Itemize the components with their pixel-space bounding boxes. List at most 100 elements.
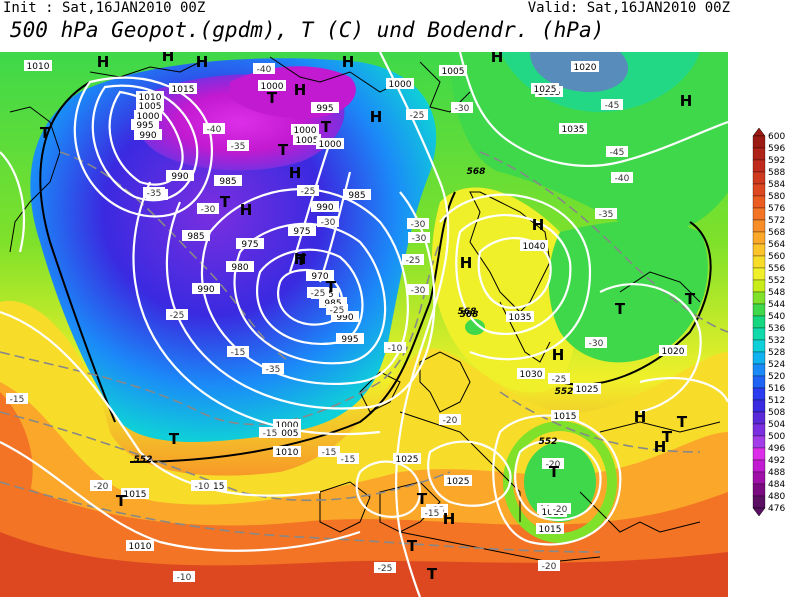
temperature-label-box [173,571,195,582]
colorbar-level-label: 592 [768,156,785,166]
pressure-label-box [121,488,149,499]
pressure-label: 985 [187,232,204,242]
pressure-label-box [559,123,587,134]
colorbar-level-label: 568 [768,228,785,238]
colorbar-cell [752,399,766,413]
high-pressure-marker: H [240,201,253,219]
pressure-label-box [659,345,687,356]
pressure-label-box [573,383,601,394]
colorbar-cell [752,243,766,257]
temperature-label-box [262,363,284,374]
pressure-label: 995 [316,104,333,114]
pressure-label-box [316,138,344,149]
low-pressure-marker: T [220,193,231,211]
colorbar-cell [752,315,766,329]
isobars [0,52,728,597]
temperature-label-box [6,393,28,404]
high-pressure-marker: H [654,438,667,456]
temperature-label: -25 [406,256,421,266]
colorbar-cell [752,267,766,281]
pressure-label: 995 [341,335,358,345]
colorbar-level-label: 524 [768,360,785,370]
coastlines [9,56,721,563]
small-green-blob [465,319,485,335]
temperature-label: -35 [599,210,614,220]
colorbar-cell [752,291,766,305]
temperature-label: -20 [553,505,568,515]
colorbar-level-label: 512 [768,396,785,406]
colorbar-cells [752,128,766,517]
contour-552-south [129,191,456,463]
temperature-label: -15 [10,395,25,405]
temperature-label: -25 [311,289,326,299]
pressure-label-box [131,119,159,130]
colorbar-level-label: 600 [768,132,785,142]
pressure-label: 1005 [442,67,465,77]
pressure-label: 1035 [562,125,585,135]
colorbar-cell [752,447,766,461]
pressure-label-box [236,238,264,249]
temperature-label-box [143,187,165,198]
pressure-label-box [182,230,210,241]
pressure-label: 1035 [509,313,532,323]
low-pressure-marker: T [407,537,418,555]
pressure-label-box [126,540,154,551]
colorbar-level-label: 508 [768,408,785,418]
pressure-label: 1015 [172,85,195,95]
temperature-label-box [601,99,623,110]
pressure-label: 1000 [389,80,412,90]
pressure-label: 1010 [129,542,152,552]
pressure-label-box [571,61,599,72]
pressure-label-box [319,297,347,308]
colorbar-level-label: 584 [768,180,785,190]
colorbar-cell [752,339,766,353]
temperature-label: -20 [94,482,109,492]
high-pressure-marker: H [196,53,209,71]
cutoff-low-ring [503,421,617,543]
colorbar-level-label: 520 [768,372,785,382]
colorbar-level-label: 516 [768,384,785,394]
temperature-label-box [318,446,340,457]
colorbar-level-label: 532 [768,336,785,346]
high-pressure-marker: H [680,92,693,110]
pressure-label-box [136,100,164,111]
pressure-label-box [166,170,194,181]
atlantic-warm [0,392,33,532]
low-pressure-marker: T [321,118,332,136]
colorbar-cell [752,471,766,485]
temperature-label-box [197,203,219,214]
colorbar-labels: 600 596 592 588 584 580 576 572 568 564 560 556 552 5… [768,132,785,514]
colorbar-cell [752,171,766,185]
temperature-label-box [606,146,628,157]
colorbar-cell [752,411,766,425]
pressure-label: 990 [336,313,353,323]
colorbar-level-label: 536 [768,324,785,334]
colorbar-cell [752,363,766,377]
colorbar-cell [752,255,766,269]
pressure-label: 1010 [139,93,162,103]
pressure-label-box [551,410,579,421]
high-pressure-marker: H [634,408,647,426]
valid-time-label: Valid: Sat,16JAN2010 00Z [527,0,730,16]
temperature-label: -30 [201,205,216,215]
colorbar-cell [752,483,766,497]
temperature-label: -45 [605,101,620,111]
low-pressure-marker: T [417,490,428,508]
height-contour-label: 552 [539,437,558,447]
pressure-label: 1025 [576,385,599,395]
high-pressure-marker: H [294,250,307,268]
height-contour-label: 552 [134,455,153,465]
pressure-label-box [214,175,242,186]
height-contour-label: 568 [460,310,479,320]
pressure-label: 1025 [534,85,557,95]
colorbar-cell [752,231,766,245]
temperature-label-box [191,480,213,491]
pressure-label: 1000 [137,112,160,122]
pressure-label-box [273,427,301,438]
temperature-label: -40 [207,125,222,135]
pressure-label: 1020 [662,347,685,357]
temperature-label: -25 [170,311,185,321]
high-pressure-marker: H [460,254,473,272]
pressure-label-box [226,261,254,272]
pressure-label: 990 [171,172,188,182]
